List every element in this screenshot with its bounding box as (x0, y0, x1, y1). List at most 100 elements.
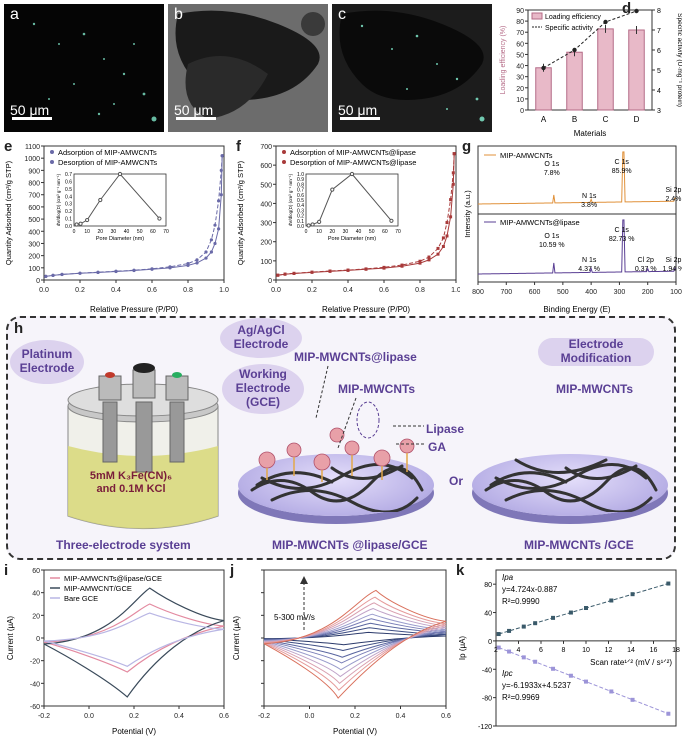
inset-y-label: dV/dlog(D) (cm³ g⁻¹ nm⁻¹) (288, 173, 293, 226)
peak-pct-bottom: 10.59 % (539, 242, 565, 249)
legend-label-bar: Loading efficiency (545, 14, 601, 21)
desorption-point (213, 223, 217, 227)
data-point (609, 689, 614, 694)
desorption-point (427, 255, 431, 259)
inset-x-label: Pore Diameter (nm) (328, 236, 376, 242)
bar (535, 67, 552, 111)
legend-label: Bare GCE (64, 594, 98, 603)
legend-label-ads: Adsorption of MIP-AMWCNTs (58, 148, 157, 157)
scale-text-a: 50 μm (10, 102, 50, 118)
x-tick-label: B (572, 115, 577, 124)
legend-label-des: Desorption of MIP-AMWCNTs@lipase (290, 158, 416, 167)
data-point (521, 655, 526, 660)
x-tick-label: 0.6 (219, 713, 229, 720)
ipc-equation: y=-6.1933x+4.5237 (502, 681, 571, 690)
data-point (630, 592, 635, 597)
x-tick-label: 6 (539, 647, 543, 654)
y-tick-label: 1000 (24, 156, 40, 163)
desorption-point (449, 198, 453, 202)
chart-e: 0.0 0.2 0.4 0.6 0.8 1.00100200300400500600700… (4, 144, 229, 314)
inset-y-tick-label: 1.0 (297, 172, 304, 178)
x-tick-label: 0.2 (129, 713, 139, 720)
panel-label-j: j (230, 562, 235, 579)
adsorption-point (209, 250, 213, 254)
cv-curve-scanrate (263, 618, 447, 664)
y-tick-label: 70 (516, 30, 524, 37)
fit-line (498, 647, 669, 715)
micrograph-a: a 50 μm (4, 4, 164, 132)
data-point (666, 581, 671, 586)
cv-curve (43, 587, 225, 698)
y-tick-label: 400 (28, 229, 40, 236)
data-point (533, 659, 538, 664)
panel-label-g: g (462, 138, 472, 155)
brightfield-image-b (175, 10, 325, 119)
peak-name-bottom: Si 2p (665, 257, 681, 264)
data-point (496, 645, 501, 650)
x-tick-label: 16 (650, 647, 658, 654)
y-tick-label: 300 (28, 241, 40, 248)
inset-point (317, 219, 322, 224)
inset-point (85, 217, 90, 223)
inset-point (117, 171, 123, 177)
cv-curve-scanrate (263, 607, 447, 678)
y-tick-label: 80 (516, 19, 524, 26)
x-axis-label: Potential (V) (112, 727, 156, 736)
x-tick-label: D (634, 115, 640, 124)
y2-axis-label: Specific activity (U·mg⁻¹ protein) (676, 13, 682, 107)
y-tick-label: 600 (28, 205, 40, 212)
modified-electrode-caption: MIP-MWCNTs @lipase/GCE (272, 538, 428, 552)
inset-x-tick-label: 40 (356, 229, 362, 235)
desorption-point (418, 259, 422, 263)
x-tick-label: 0.4 (111, 287, 121, 294)
panel-label-c: c (338, 6, 346, 23)
ipa-label: Ipa (502, 573, 514, 582)
x-tick-label: 0.6 (379, 287, 389, 294)
activity-point (634, 8, 639, 14)
y-tick-label: 0 (36, 278, 40, 285)
cv-curve (43, 612, 225, 668)
y-tick-label: -40 (30, 681, 40, 688)
y-tick-label: 1100 (25, 144, 40, 151)
spectrum-top (477, 151, 677, 205)
data-point (533, 621, 538, 626)
data-point (584, 679, 588, 684)
legend-swatch-bar (531, 12, 543, 20)
panel-label-e: e (4, 138, 13, 155)
x-axis-label: Scan rate¹ᐟ² (mV / s¹ᐟ²) (590, 658, 672, 667)
bar (566, 51, 583, 111)
cv-curve-scanrate (263, 627, 447, 651)
peak-pct-bottom: 1.94 % (663, 266, 682, 273)
adsorption-point (418, 261, 422, 265)
chart-d: 0 10 20 30 40 50 60 70 80 90 A B C D 3 4 5 6 7 8 Materials Lo… (500, 8, 682, 138)
y-tick-label: 700 (28, 193, 40, 200)
working-electrode-label: Working Electrode (GCE) (222, 364, 304, 414)
activity-point (603, 19, 608, 25)
y2-tick-label: 8 (657, 8, 661, 15)
y-tick-label: 400 (260, 201, 272, 208)
desorption-line (277, 153, 455, 276)
y2-tick-label: 5 (657, 68, 661, 75)
desorption-point (436, 246, 440, 250)
y-tick-label: 800 (28, 181, 40, 188)
adsorption-point (445, 234, 449, 238)
desorption-point (276, 273, 280, 277)
x-tick-label: 10 (582, 647, 590, 654)
panel-label-k: k (456, 562, 465, 579)
x-tick-label: -0.2 (258, 713, 270, 720)
peak-pct-top: 2.4% (665, 196, 681, 203)
x-tick-label: 700 (500, 289, 512, 296)
y-tick-label: -20 (30, 659, 40, 666)
panel-label-f: f (236, 138, 241, 155)
inset-point (74, 222, 79, 227)
inset-x-label: Pore Diameter (nm) (96, 236, 144, 242)
cv-curve (43, 603, 225, 673)
annotation-arrows (315, 365, 424, 449)
desorption-point (310, 270, 314, 274)
legend-label-ads: Adsorption of MIP-AMWCNTs@lipase (290, 148, 416, 157)
x-tick-label: 1.0 (451, 287, 460, 294)
y-tick-label: 40 (32, 591, 40, 598)
inset-y-tick-label: 0.0 (65, 224, 72, 230)
ipc-label: Ipc (502, 669, 513, 678)
desorption-point (441, 236, 445, 240)
